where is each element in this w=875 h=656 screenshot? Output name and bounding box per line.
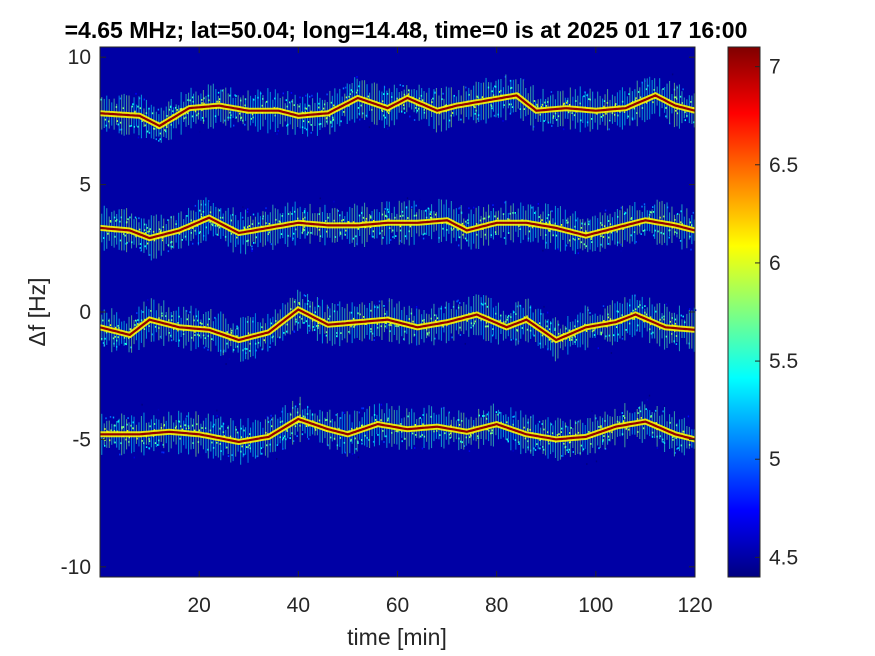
x-tick-label: 40: [287, 594, 310, 617]
x-axis-label: time [min]: [347, 624, 447, 650]
colorbar: 4.5 5 5.5 6 6.5 7: [727, 46, 798, 578]
colorbar-tick-label: 7: [769, 56, 781, 79]
colorbar-tick-label: 6: [769, 252, 781, 275]
spectral-line-band-4: [100, 394, 696, 465]
y-axis: 10 5 0 -5 -10: [61, 46, 695, 579]
spectral-line-2: [99, 216, 696, 240]
spectral-line-band-2: [99, 197, 696, 261]
colorbar-tick-label: 4.5: [769, 546, 798, 569]
x-tick-label: 100: [578, 594, 613, 617]
spectral-line-band-3: [99, 289, 697, 365]
x-axis: 20 40 60 80 100 120: [187, 47, 713, 617]
colorbar-tick-label: 6.5: [769, 154, 798, 177]
y-tick-label: -5: [72, 428, 91, 451]
x-tick-label: 60: [386, 594, 409, 617]
spectral-line-4: [100, 417, 696, 444]
x-tick-label: 80: [485, 594, 508, 617]
y-axis-label: Δf [Hz]: [24, 277, 50, 346]
colorbar-tick-label: 5: [769, 448, 781, 471]
y-tick-label: -10: [61, 556, 91, 579]
y-tick-label: 10: [68, 46, 91, 69]
colorbar-gradient: [727, 46, 761, 578]
spectrogram-background: [100, 47, 695, 577]
colorbar-tick-label: 5.5: [769, 350, 798, 373]
spectral-line-1: [99, 94, 696, 128]
y-tick-label: 0: [79, 301, 91, 324]
spectral-line-3: [99, 308, 696, 342]
x-tick-label: 120: [677, 594, 712, 617]
chart-title: =4.65 MHz; lat=50.04; long=14.48, time=0…: [65, 17, 748, 43]
spectral-line-band-1: [99, 73, 696, 143]
x-tick-label: 20: [187, 594, 210, 617]
spectrogram-plot-area: [99, 47, 697, 577]
y-tick-label: 5: [79, 174, 91, 197]
